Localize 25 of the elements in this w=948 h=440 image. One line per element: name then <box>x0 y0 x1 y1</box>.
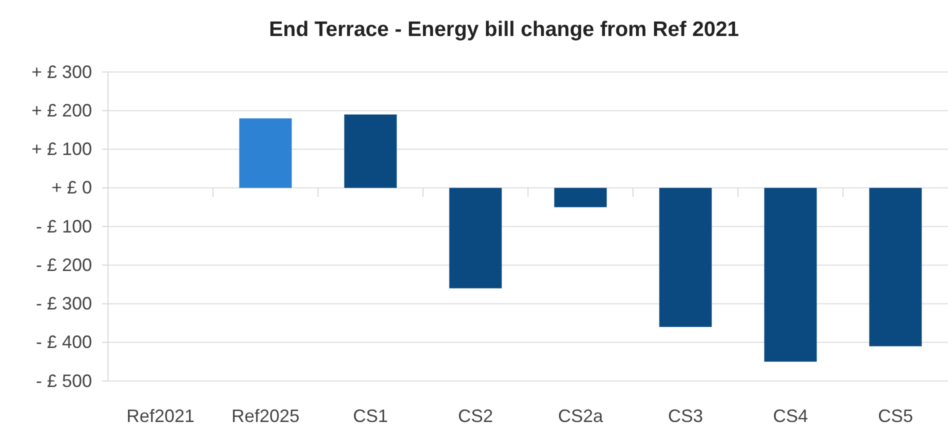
bar <box>344 114 397 188</box>
x-tick-label: CS3 <box>668 406 704 426</box>
bar <box>449 188 502 288</box>
x-tick-label: CS2a <box>558 406 604 426</box>
x-tick-label: Ref2021 <box>126 406 195 426</box>
y-tick-label: - £ 500 <box>36 370 92 391</box>
y-tick-label: + £ 100 <box>31 139 92 160</box>
y-tick-label: - £ 300 <box>36 294 92 314</box>
chart-title: End Terrace - Energy bill change from Ref 2021 <box>269 18 740 41</box>
x-tick-label: Ref2025 <box>231 406 300 426</box>
bar <box>239 118 292 188</box>
bar <box>764 188 817 362</box>
bar <box>659 188 712 327</box>
y-tick-label: - £ 400 <box>36 332 92 352</box>
x-tick-label: CS5 <box>878 406 914 426</box>
x-tick-label: CS2 <box>458 406 494 426</box>
y-tick-label: - £ 200 <box>36 254 92 275</box>
y-tick-label: + £ 300 <box>31 62 92 82</box>
y-tick-label: - £ 100 <box>36 216 92 236</box>
x-tick-label: CS1 <box>352 406 388 426</box>
y-tick-label: + £ 0 <box>51 178 92 198</box>
bar <box>869 188 922 346</box>
bar <box>554 188 607 208</box>
y-tick-label: + £ 200 <box>31 100 92 120</box>
x-tick-label: CS4 <box>772 406 808 426</box>
